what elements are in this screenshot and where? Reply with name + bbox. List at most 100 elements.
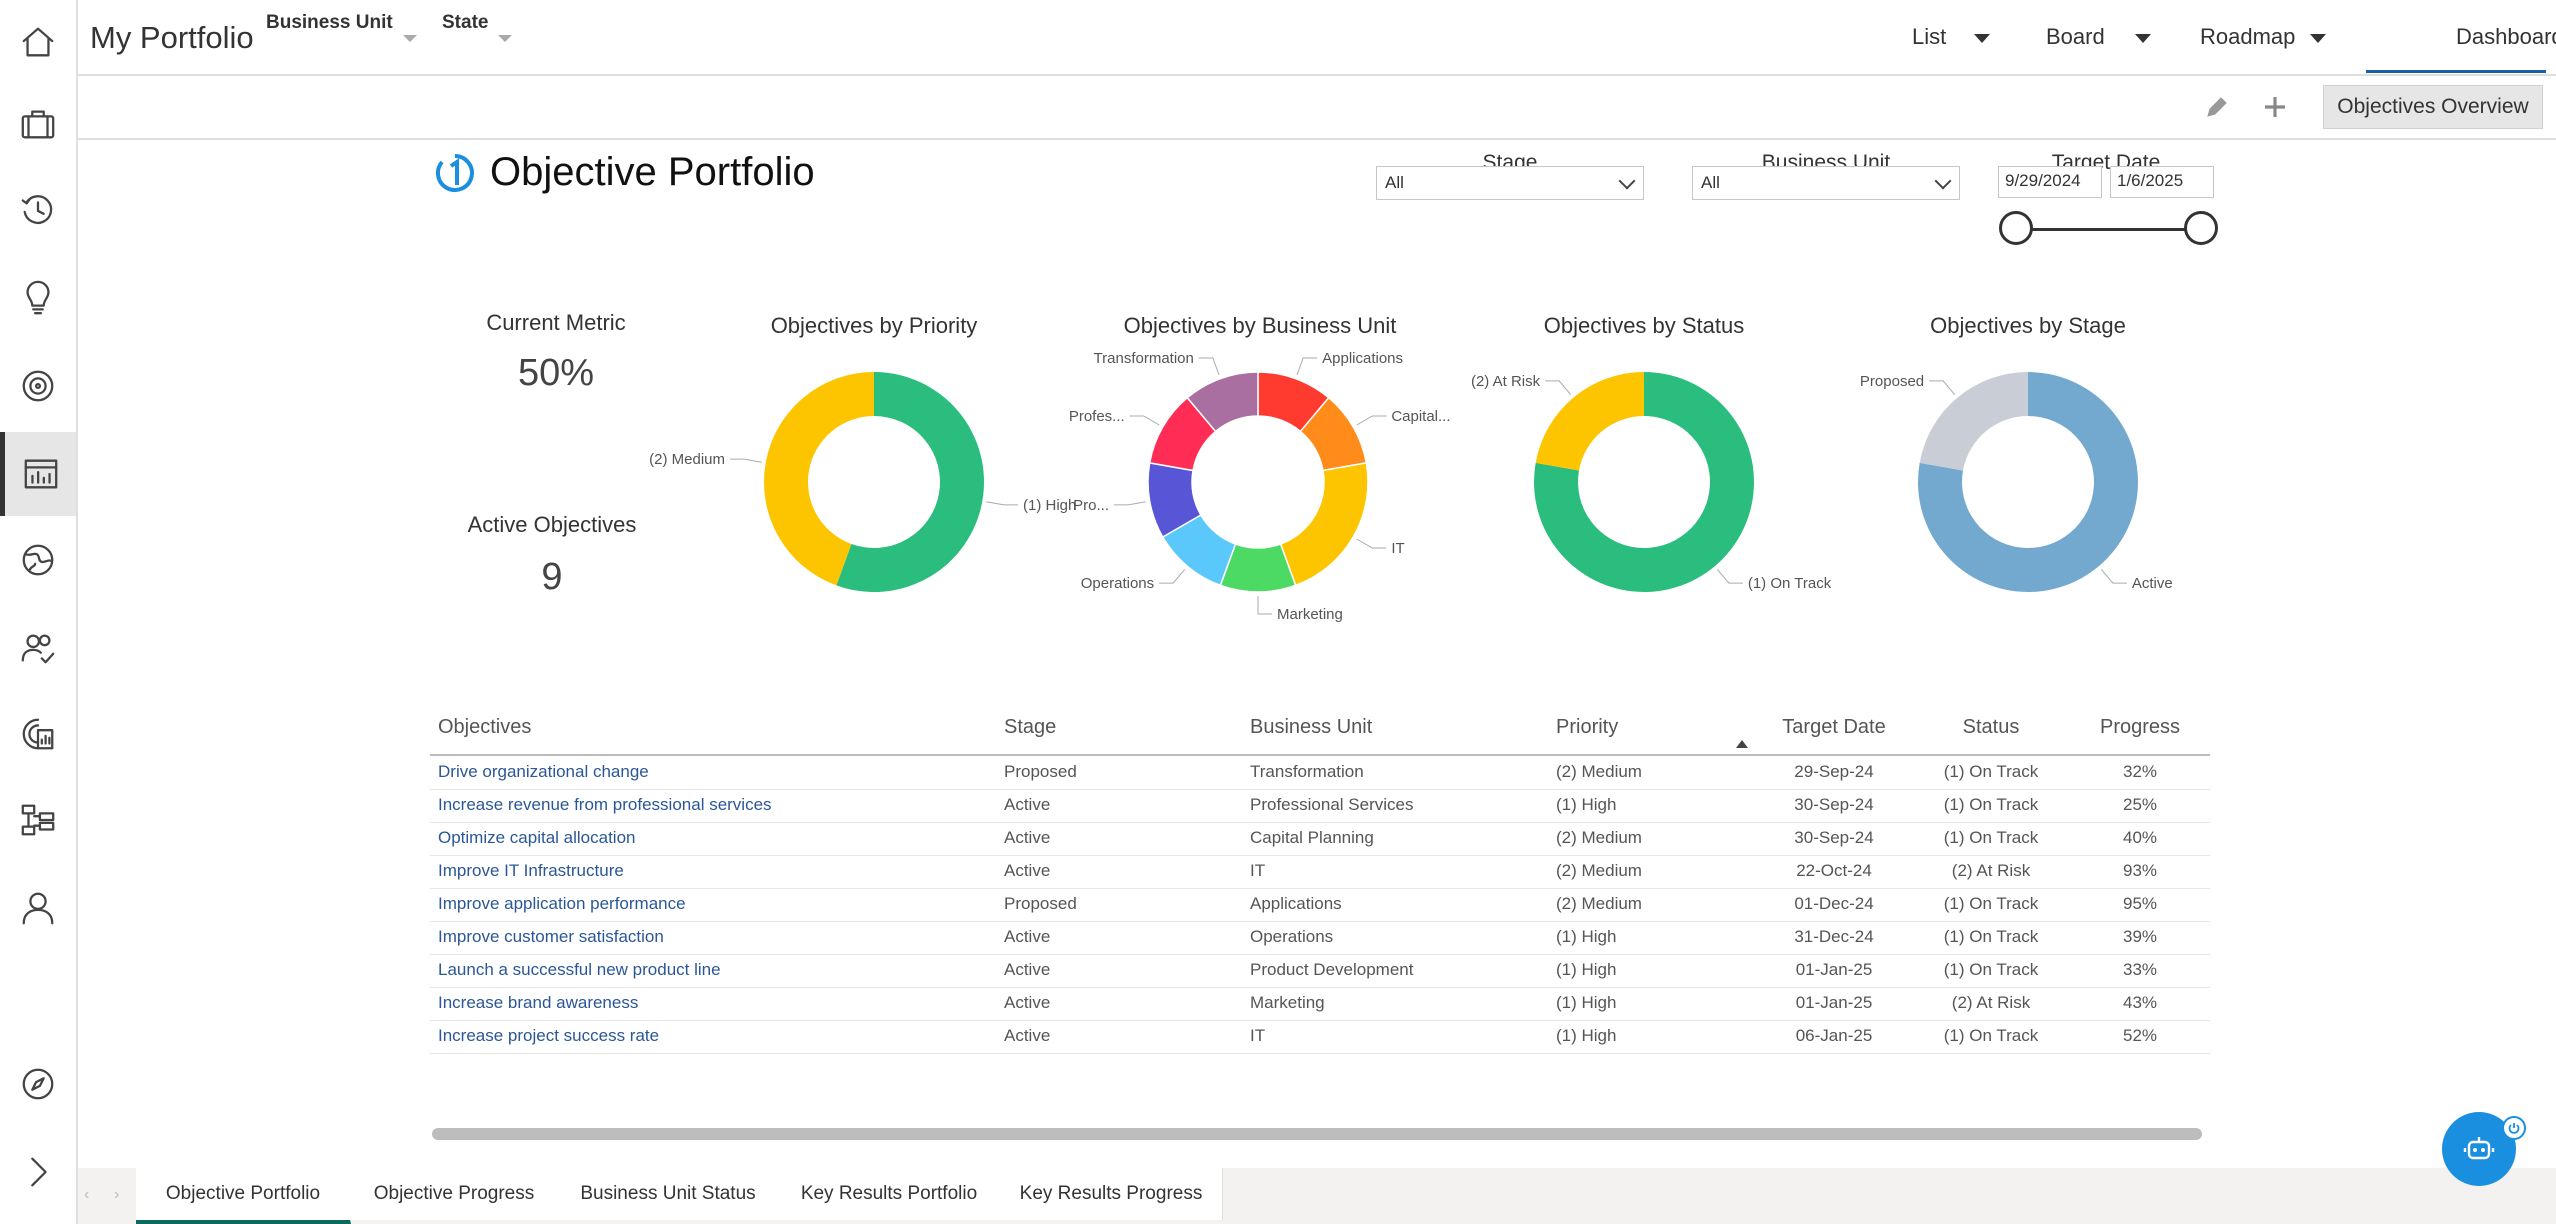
cell-business-unit: Capital Planning: [1250, 828, 1374, 847]
cell-business-unit: IT: [1250, 861, 1266, 880]
objective-link[interactable]: Increase project success rate: [438, 1026, 660, 1045]
objective-link[interactable]: Improve application performance: [438, 894, 686, 913]
chevron-right-icon[interactable]: [0, 1130, 76, 1214]
label-leader-line: [1257, 596, 1272, 615]
hierarchy-icon[interactable]: [0, 778, 76, 862]
donut-slice[interactable]: [764, 372, 874, 586]
table-row[interactable]: Improve IT Infrastructure Active IT (2) Med…: [430, 855, 2210, 889]
briefcase-icon[interactable]: [0, 82, 76, 166]
add-plus-icon[interactable]: [2262, 94, 2288, 120]
target-date-to-input[interactable]: 1/6/2025: [2110, 166, 2214, 198]
roadmap-menu-caret-icon[interactable]: [2310, 34, 2326, 43]
column-header-target-date[interactable]: Target Date: [1782, 716, 1886, 738]
table-row[interactable]: Increase project success rate Active IT (1)…: [430, 1020, 2210, 1054]
column-header-stage[interactable]: Stage: [1004, 716, 1057, 738]
board-menu-caret-icon[interactable]: [2135, 34, 2151, 43]
objective-link[interactable]: Launch a successful new product line: [438, 960, 721, 979]
cell-target-date: 30-Sep-24: [1794, 795, 1874, 814]
page-tab-key-results-portfolio[interactable]: Key Results Portfolio: [778, 1168, 1001, 1220]
report-page-tabs: ‹ › Objective Portfolio Objective Progre…: [78, 1168, 2556, 1224]
column-header-priority[interactable]: Priority: [1556, 716, 1619, 738]
target-date-from-input[interactable]: 9/29/2024: [1998, 166, 2102, 198]
table-row[interactable]: Increase revenue from professional servi…: [430, 789, 2210, 823]
label-leader-line: [1129, 415, 1160, 426]
cell-priority: (1) High: [1556, 927, 1617, 946]
table-row[interactable]: Increase brand awareness Active Marketing (…: [430, 987, 2210, 1021]
cell-priority: (2) Medium: [1556, 894, 1642, 913]
table-row[interactable]: Improve customer satisfaction Active Opera…: [430, 921, 2210, 955]
business-unit-filter[interactable]: Business Unit: [266, 12, 417, 42]
page-tab-objective-progress[interactable]: Objective Progress: [350, 1168, 559, 1220]
user-icon[interactable]: [0, 866, 76, 950]
tab-scroll-right-icon[interactable]: ›: [114, 1186, 120, 1203]
globe-icon[interactable]: [0, 518, 76, 602]
report-icon[interactable]: [0, 692, 76, 776]
column-header-progress[interactable]: Progress: [2099, 716, 2181, 738]
objectives-overview-button[interactable]: Objectives Overview: [2323, 85, 2543, 129]
column-header-status[interactable]: Status: [1962, 716, 2020, 738]
page-tab-objective-portfolio[interactable]: Objective Portfolio: [136, 1168, 351, 1224]
stage-slicer[interactable]: All: [1376, 166, 1644, 200]
left-nav-rail: [0, 0, 78, 1224]
sort-ascending-icon[interactable]: [1736, 740, 1748, 748]
objective-link[interactable]: Optimize capital allocation: [438, 828, 636, 847]
donut-slice[interactable]: [836, 372, 984, 592]
objective-link[interactable]: Drive organizational change: [438, 762, 649, 781]
compass-icon[interactable]: [0, 1042, 76, 1126]
donut-label: Capital...: [1391, 408, 1450, 425]
objective-link[interactable]: Increase brand awareness: [438, 993, 639, 1012]
label-leader-line: [1114, 501, 1146, 506]
donut-slice[interactable]: [1279, 462, 1369, 587]
column-header-business-unit[interactable]: Business Unit: [1250, 716, 1373, 738]
table-row[interactable]: Improve application performance Proposed A…: [430, 888, 2210, 922]
cell-progress: 95%: [2122, 894, 2158, 913]
objective-link[interactable]: Improve customer satisfaction: [438, 927, 664, 946]
state-filter[interactable]: State: [442, 12, 513, 42]
date-range-end-handle[interactable]: [2184, 211, 2218, 245]
label-leader-line: [1356, 538, 1387, 549]
page-title: My Portfolio: [90, 20, 254, 55]
business-unit-slicer[interactable]: All: [1692, 166, 1960, 200]
donut-charts: (1) High (2) Medium Applications Capital...…: [649, 350, 2173, 623]
donut-slice[interactable]: [1918, 372, 2138, 592]
date-range-start-handle[interactable]: [1999, 211, 2033, 245]
power-badge-icon[interactable]: [2502, 1116, 2526, 1140]
list-menu-caret-icon[interactable]: [1974, 34, 1990, 43]
state-filter-label: State: [442, 12, 489, 33]
history-icon[interactable]: [0, 168, 76, 252]
table-row[interactable]: Optimize capital allocation Active Capital…: [430, 822, 2210, 856]
column-header-objectives[interactable]: Objectives: [438, 716, 532, 738]
target-icon[interactable]: [0, 344, 76, 428]
cell-progress: 32%: [2122, 762, 2158, 781]
donut-slice[interactable]: [1534, 372, 1754, 592]
table-row[interactable]: Drive organizational change Proposed Trans…: [430, 756, 2210, 790]
cell-business-unit: Transformation: [1250, 762, 1364, 781]
horizontal-scrollbar[interactable]: [432, 1128, 2202, 1140]
objective-link[interactable]: Increase revenue from professional servi…: [438, 795, 772, 814]
table-header: Objectives Stage Business Unit Priority Targ…: [430, 708, 2210, 756]
stage-slicer-value: All: [1385, 173, 1404, 192]
tab-scroll-left-icon[interactable]: ‹: [84, 1186, 90, 1203]
people-icon[interactable]: [0, 606, 76, 690]
table-row[interactable]: Launch a successful new product line Acti…: [430, 954, 2210, 988]
objective-link[interactable]: Improve IT Infrastructure: [438, 861, 624, 880]
cell-business-unit: Operations: [1250, 927, 1334, 946]
view-tab-board[interactable]: Board: [2046, 24, 2105, 49]
edit-pencil-icon[interactable]: [2204, 94, 2230, 120]
view-tab-dashboard[interactable]: Dashboard: [2456, 24, 2556, 49]
donut-slice[interactable]: [1186, 371, 1259, 433]
cell-status: (1) On Track: [1943, 1026, 2039, 1045]
chevron-down-icon: [402, 35, 417, 42]
dashboard-icon[interactable]: [0, 432, 76, 516]
cell-priority: (2) Medium: [1556, 861, 1642, 880]
donut-label: Pro...: [1073, 497, 1109, 514]
view-tab-roadmap[interactable]: Roadmap: [2200, 24, 2296, 49]
donut-slice[interactable]: [1919, 372, 2028, 471]
view-tab-list[interactable]: List: [1912, 24, 1947, 49]
page-tab-business-unit-status[interactable]: Business Unit Status: [558, 1168, 779, 1220]
cell-stage: Proposed: [1004, 762, 1077, 781]
lightbulb-icon[interactable]: [0, 256, 76, 340]
home-icon[interactable]: [0, 0, 76, 84]
page-tab-key-results-progress[interactable]: Key Results Progress: [1000, 1168, 1223, 1220]
donut-slice[interactable]: [1535, 372, 1644, 471]
